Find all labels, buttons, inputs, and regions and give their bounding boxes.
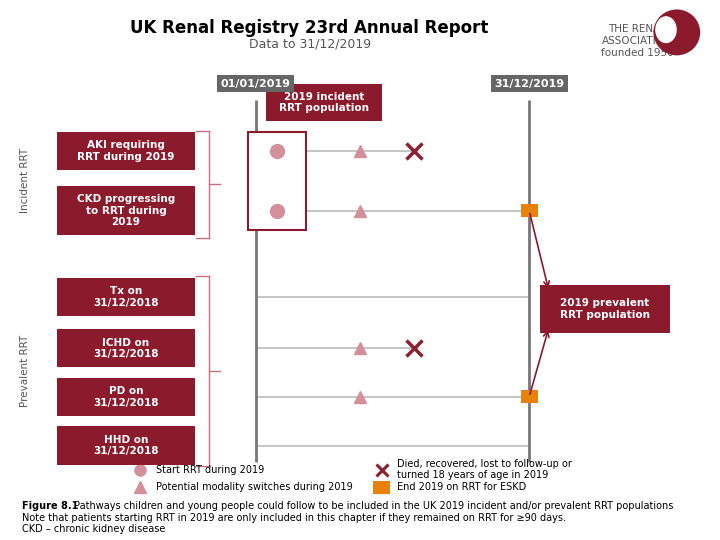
FancyBboxPatch shape [248,132,307,230]
FancyBboxPatch shape [540,285,670,333]
Text: Data to 31/12/2019: Data to 31/12/2019 [248,38,371,51]
Ellipse shape [654,10,700,56]
Text: AKI requiring
RRT during 2019: AKI requiring RRT during 2019 [77,140,175,162]
Ellipse shape [655,16,677,43]
Text: HHD on
31/12/2018: HHD on 31/12/2018 [94,435,158,456]
Text: End 2019 on RRT for ESKD: End 2019 on RRT for ESKD [397,482,527,492]
Text: UK Renal Registry 23rd Annual Report: UK Renal Registry 23rd Annual Report [130,19,489,37]
Text: PD on
31/12/2018: PD on 31/12/2018 [94,386,158,408]
Text: Start RRT during 2019: Start RRT during 2019 [156,465,264,475]
Text: ICHD on
31/12/2018: ICHD on 31/12/2018 [94,338,158,359]
FancyBboxPatch shape [57,132,194,171]
Text: 31/12/2019: 31/12/2019 [494,79,564,89]
Text: Potential modality switches during 2019: Potential modality switches during 2019 [156,482,353,492]
Text: Pathways children and young people could follow to be included in the UK 2019 in: Pathways children and young people could… [74,501,673,511]
Text: CKD progressing
to RRT during
2019: CKD progressing to RRT during 2019 [77,194,175,227]
Text: 2019 incident
RRT population: 2019 incident RRT population [279,92,369,113]
Text: Prevalent RRT: Prevalent RRT [20,335,30,407]
Text: 01/01/2019: 01/01/2019 [220,79,291,89]
Text: Figure 8.1: Figure 8.1 [22,501,81,511]
FancyBboxPatch shape [373,481,390,494]
FancyBboxPatch shape [266,84,382,121]
Text: CKD – chronic kidney disease: CKD – chronic kidney disease [22,524,165,534]
FancyBboxPatch shape [521,204,538,217]
Text: 2019 prevalent
RRT population: 2019 prevalent RRT population [560,298,649,320]
FancyBboxPatch shape [57,427,194,464]
FancyBboxPatch shape [57,329,194,367]
FancyBboxPatch shape [57,186,194,235]
Text: Note that patients starting RRT in 2019 are only included in this chapter if the: Note that patients starting RRT in 2019 … [22,513,566,523]
Text: Incident RRT: Incident RRT [20,148,30,213]
FancyBboxPatch shape [57,378,194,416]
Text: turned 18 years of age in 2019: turned 18 years of age in 2019 [397,470,549,480]
Text: Tx on
31/12/2018: Tx on 31/12/2018 [94,286,158,308]
Text: THE RENAL
ASSOCIATION
founded 1950: THE RENAL ASSOCIATION founded 1950 [601,24,673,57]
FancyBboxPatch shape [57,278,194,316]
Text: Died, recovered, lost to follow-up or: Died, recovered, lost to follow-up or [397,460,572,469]
FancyBboxPatch shape [521,390,538,403]
